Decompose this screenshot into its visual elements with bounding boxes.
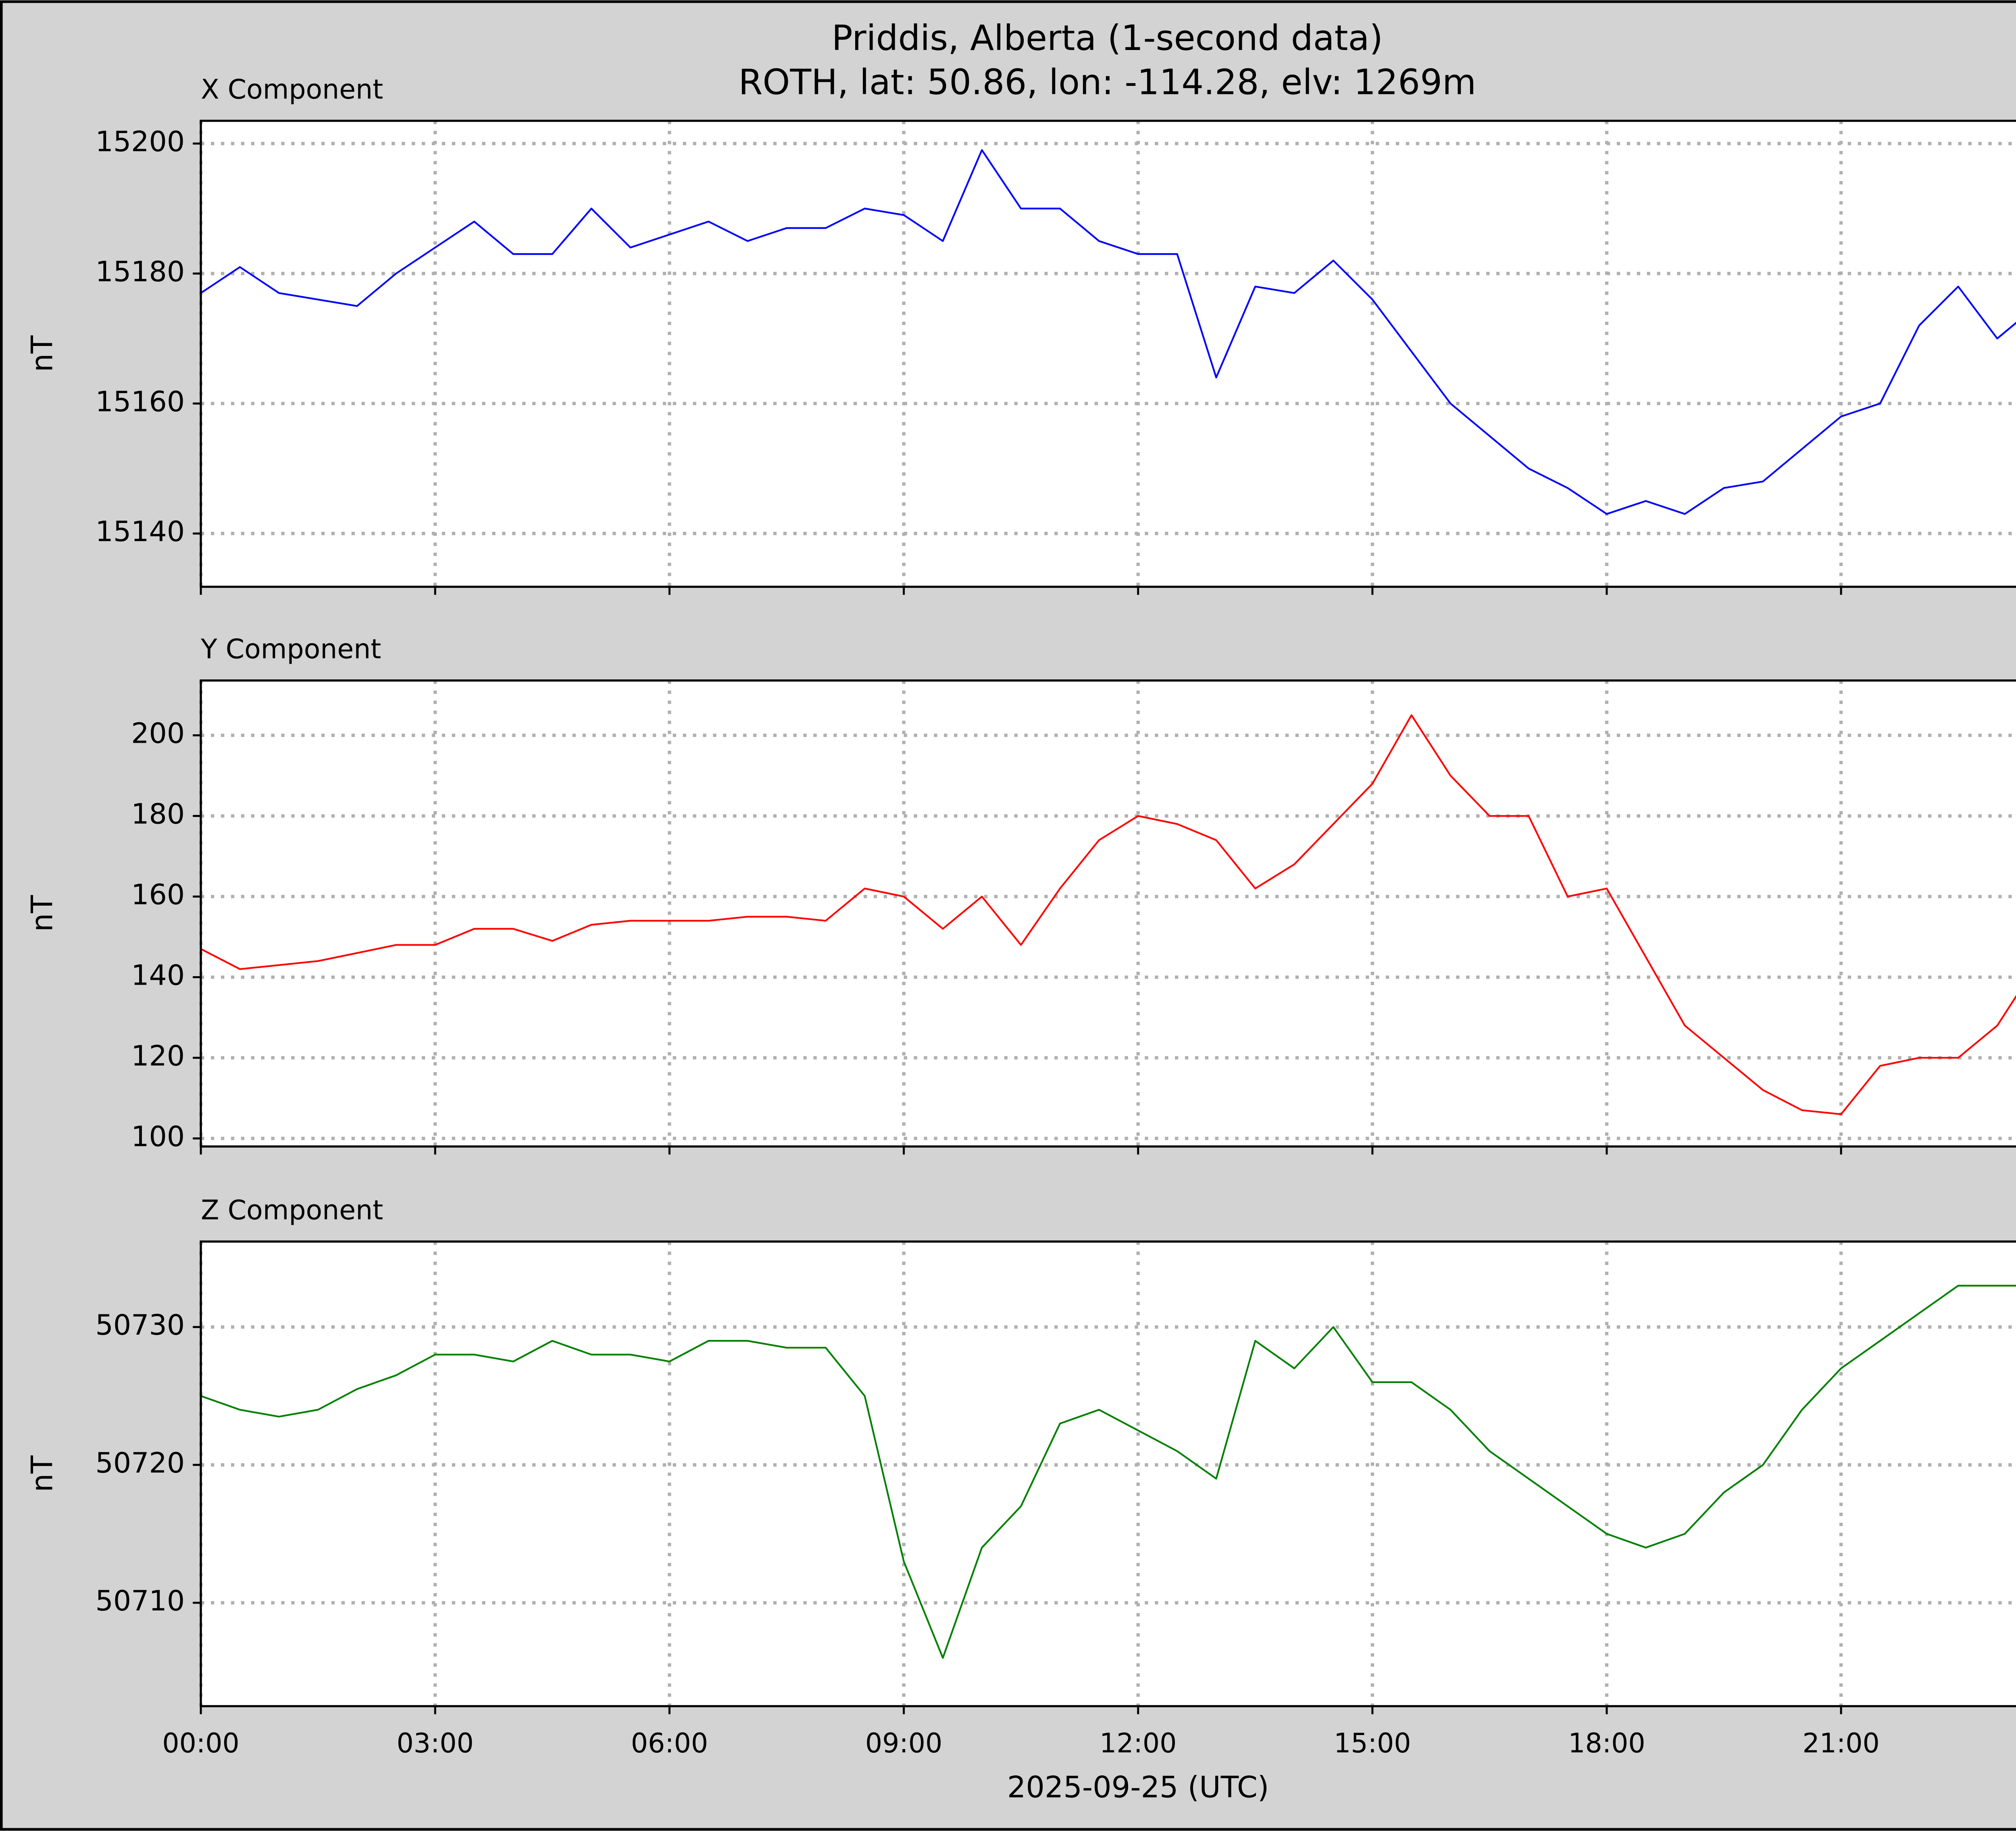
y-tick-label: 15160: [95, 385, 185, 418]
x-tick-label: 06:00: [631, 1727, 708, 1759]
panel-title: X Component: [201, 74, 383, 105]
y-tick-label: 50710: [95, 1585, 185, 1617]
y-tick-label: 100: [131, 1120, 185, 1153]
y-axis-label: nT: [25, 1455, 60, 1492]
y-tick-label: 15200: [95, 125, 185, 158]
plot-frame: [200, 119, 2016, 588]
y-tick-label: 200: [131, 717, 185, 750]
y-axis-label: nT: [25, 335, 60, 372]
y-tick-label: 140: [131, 959, 185, 992]
y-tick-label: 160: [131, 879, 185, 911]
x-axis-label: 2025-09-25 (UTC): [1007, 1770, 1269, 1804]
plot-frame: [200, 1240, 2016, 1708]
y-tick-label: 180: [131, 798, 185, 831]
x-tick-label: 18:00: [1568, 1727, 1645, 1759]
x-tick-label: 00:00: [162, 1727, 239, 1759]
data-line: [200, 714, 2016, 1115]
plot-area: [201, 1241, 2016, 1706]
panel-title: Y Component: [200, 633, 381, 665]
y-tick-label: 15180: [95, 255, 185, 288]
x-tick-label: 12:00: [1100, 1727, 1177, 1759]
data-line: [200, 1285, 2016, 1659]
panel-title: Z Component: [201, 1194, 383, 1226]
x-tick-label: 03:00: [397, 1727, 474, 1759]
y-axis-label: nT: [25, 895, 60, 932]
plot-area: [201, 121, 2016, 587]
figure-subtitle: ROTH, lat: 50.86, lon: -114.28, elv: 126…: [738, 62, 1476, 102]
y-tick-label: 120: [131, 1039, 185, 1072]
y-tick-label: 50730: [95, 1309, 185, 1341]
figure-title: Priddis, Alberta (1-second data): [832, 18, 1383, 58]
plot-frame: [200, 679, 2016, 1148]
y-tick-label: 50720: [95, 1447, 185, 1479]
x-tick-label: 15:00: [1334, 1727, 1411, 1759]
x-tick-label: 09:00: [865, 1727, 942, 1759]
plot-area: [201, 680, 2016, 1147]
x-tick-label: 21:00: [1802, 1727, 1879, 1759]
data-line: [200, 149, 2016, 515]
y-tick-label: 15140: [95, 515, 185, 548]
